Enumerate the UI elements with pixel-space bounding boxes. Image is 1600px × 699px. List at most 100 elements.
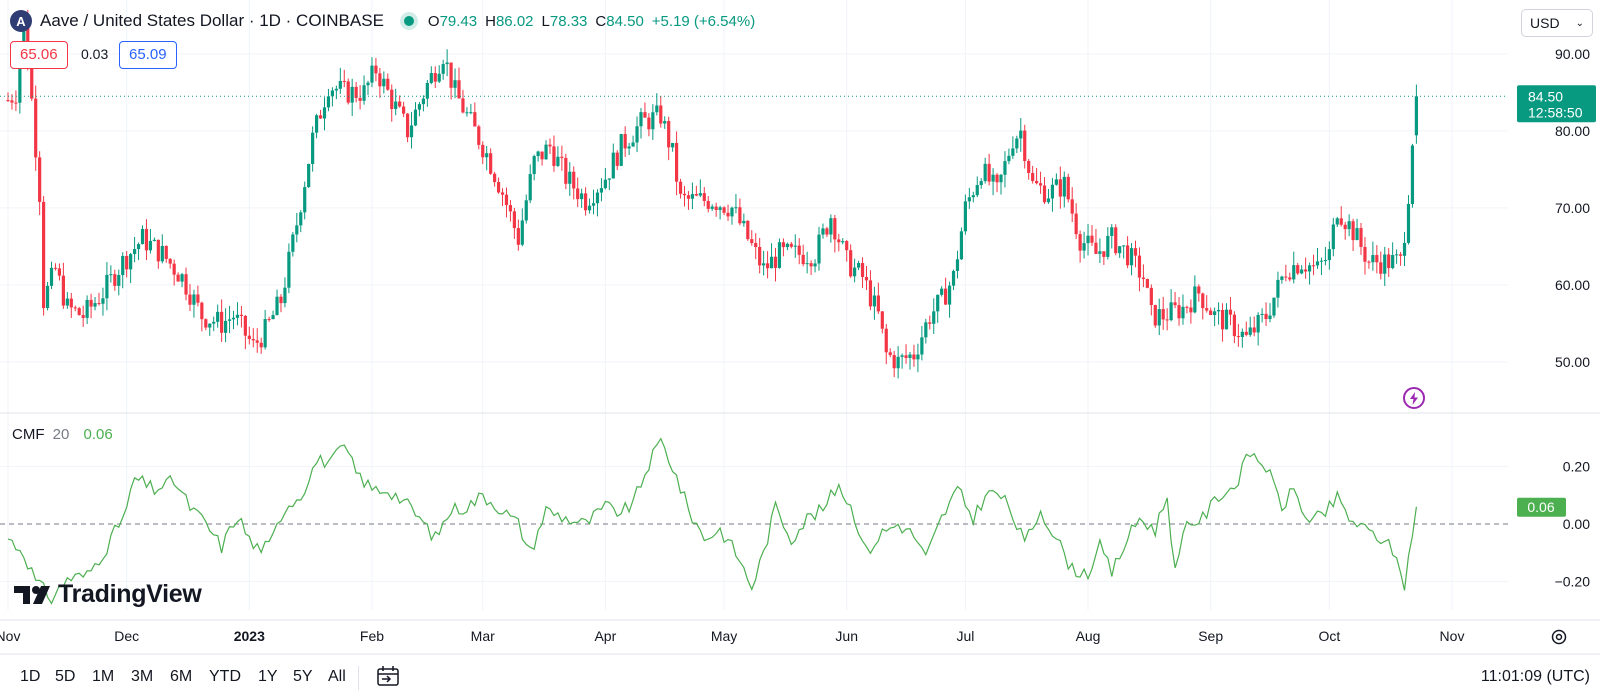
candle-body bbox=[208, 323, 212, 328]
buy-button[interactable]: 65.09 bbox=[119, 41, 177, 69]
range-1d-button[interactable]: 1D bbox=[20, 668, 41, 685]
candle-body bbox=[718, 207, 722, 210]
candle-body bbox=[65, 298, 69, 306]
candle-body bbox=[89, 299, 93, 307]
candle-body bbox=[85, 299, 89, 318]
candle-body bbox=[564, 157, 568, 184]
candle-body bbox=[944, 288, 948, 305]
candle-body bbox=[1323, 260, 1328, 262]
candle-body bbox=[1371, 255, 1375, 263]
candle-body bbox=[1015, 138, 1019, 149]
candle-body bbox=[239, 314, 244, 316]
currency-select[interactable]: USD ⌄ bbox=[1521, 9, 1593, 37]
candle-body bbox=[833, 218, 837, 240]
candle-body bbox=[1090, 235, 1094, 243]
range-all-button[interactable]: All bbox=[328, 668, 346, 685]
candle-body bbox=[560, 156, 564, 158]
candle-body bbox=[275, 296, 279, 316]
candle-body bbox=[493, 173, 497, 183]
range-5d-button[interactable]: 5D bbox=[55, 668, 76, 685]
candle-body bbox=[615, 152, 619, 166]
candle-body bbox=[231, 317, 236, 320]
candle-body bbox=[959, 231, 964, 260]
candle-body bbox=[1224, 309, 1229, 330]
candle-body bbox=[1256, 314, 1260, 333]
candle-body bbox=[132, 249, 137, 255]
range-6m-button[interactable]: 6M bbox=[170, 668, 193, 685]
candle-body bbox=[987, 163, 991, 182]
candle-body bbox=[789, 243, 793, 247]
market-status-icon[interactable] bbox=[403, 16, 414, 26]
candle-body bbox=[536, 151, 540, 157]
range-ytd-button[interactable]: YTD bbox=[209, 668, 241, 685]
lightning-icon[interactable] bbox=[1403, 387, 1425, 409]
candle-body bbox=[1042, 185, 1047, 203]
candle-body bbox=[1050, 184, 1055, 199]
cmf-value: 0.06 bbox=[83, 426, 113, 443]
range-1y-button[interactable]: 1Y bbox=[258, 668, 278, 685]
range-1m-button[interactable]: 1M bbox=[92, 668, 115, 685]
price-change: +5.19 (+6.54%) bbox=[651, 12, 756, 30]
spread-value: 0.03 bbox=[81, 46, 109, 62]
candle-body bbox=[1201, 293, 1205, 309]
candle-body bbox=[283, 287, 287, 304]
candle-body bbox=[1173, 302, 1177, 306]
candle-body bbox=[437, 73, 441, 82]
candle-body bbox=[1082, 243, 1086, 251]
candle-body bbox=[291, 234, 295, 252]
candle-body bbox=[544, 144, 548, 160]
candle-body bbox=[1169, 302, 1173, 321]
candle-body bbox=[330, 90, 335, 97]
candle-body bbox=[663, 121, 667, 124]
x-tick-label: Apr bbox=[594, 628, 616, 644]
price-chart[interactable]: Nov Dec 2023 Feb Mar Apr May Jun Jul Aug Sep Oct Nov… bbox=[0, 0, 1600, 660]
tradingview-watermark[interactable]: TradingView bbox=[14, 580, 202, 609]
candle-body bbox=[1268, 315, 1272, 320]
candle-body bbox=[698, 193, 702, 196]
ohlc-close: C84.50 bbox=[595, 12, 644, 30]
candle-body bbox=[1193, 286, 1197, 313]
candle-body bbox=[42, 201, 46, 308]
candle-body bbox=[1391, 255, 1395, 269]
candle-body bbox=[176, 274, 180, 282]
last-price-badge[interactable] bbox=[1517, 85, 1596, 123]
last-price-value: 84.50 bbox=[1528, 88, 1563, 104]
candle-body bbox=[1327, 249, 1331, 261]
candle-body bbox=[409, 125, 414, 138]
candle-body bbox=[504, 194, 509, 206]
candle-body bbox=[1280, 276, 1284, 280]
candle-body bbox=[892, 355, 896, 369]
sell-button[interactable]: 65.06 bbox=[10, 41, 68, 69]
candle-body bbox=[477, 126, 481, 145]
candle-body bbox=[1292, 265, 1296, 280]
candle-body bbox=[896, 356, 900, 369]
candle-body bbox=[1375, 255, 1379, 263]
cmf-axis-label: −0.20 bbox=[1555, 573, 1591, 589]
date-range-icon[interactable] bbox=[376, 664, 400, 693]
candle-body bbox=[417, 104, 422, 110]
candle-body bbox=[730, 207, 734, 217]
symbol-title[interactable]: Aave / United States Dollar · 1D · COINB… bbox=[40, 11, 384, 30]
candle-body bbox=[216, 311, 220, 322]
candle-body bbox=[746, 220, 750, 240]
cmf-legend[interactable]: CMF 20 0.06 bbox=[12, 426, 113, 443]
candle-body bbox=[714, 206, 718, 210]
range-5y-button[interactable]: 5Y bbox=[293, 668, 313, 685]
settings-gear-icon[interactable] bbox=[1551, 629, 1567, 645]
candle-body bbox=[10, 100, 14, 103]
candle-body bbox=[267, 319, 271, 321]
range-3m-button[interactable]: 3M bbox=[131, 668, 154, 685]
candle-body bbox=[860, 263, 865, 277]
candle-body bbox=[1110, 227, 1114, 236]
candle-body bbox=[655, 105, 659, 113]
candle-body bbox=[623, 134, 627, 149]
candle-body bbox=[1197, 286, 1201, 294]
candle-body bbox=[908, 354, 912, 358]
x-tick-label: 2023 bbox=[234, 628, 265, 644]
candle-body bbox=[872, 295, 876, 307]
clock-timezone[interactable]: 11:01:09 (UTC) bbox=[1480, 668, 1590, 685]
candle-body bbox=[1296, 265, 1300, 274]
chevron-down-icon: ⌄ bbox=[1575, 17, 1584, 29]
candle-body bbox=[1003, 161, 1007, 175]
candle-body bbox=[1046, 198, 1051, 203]
